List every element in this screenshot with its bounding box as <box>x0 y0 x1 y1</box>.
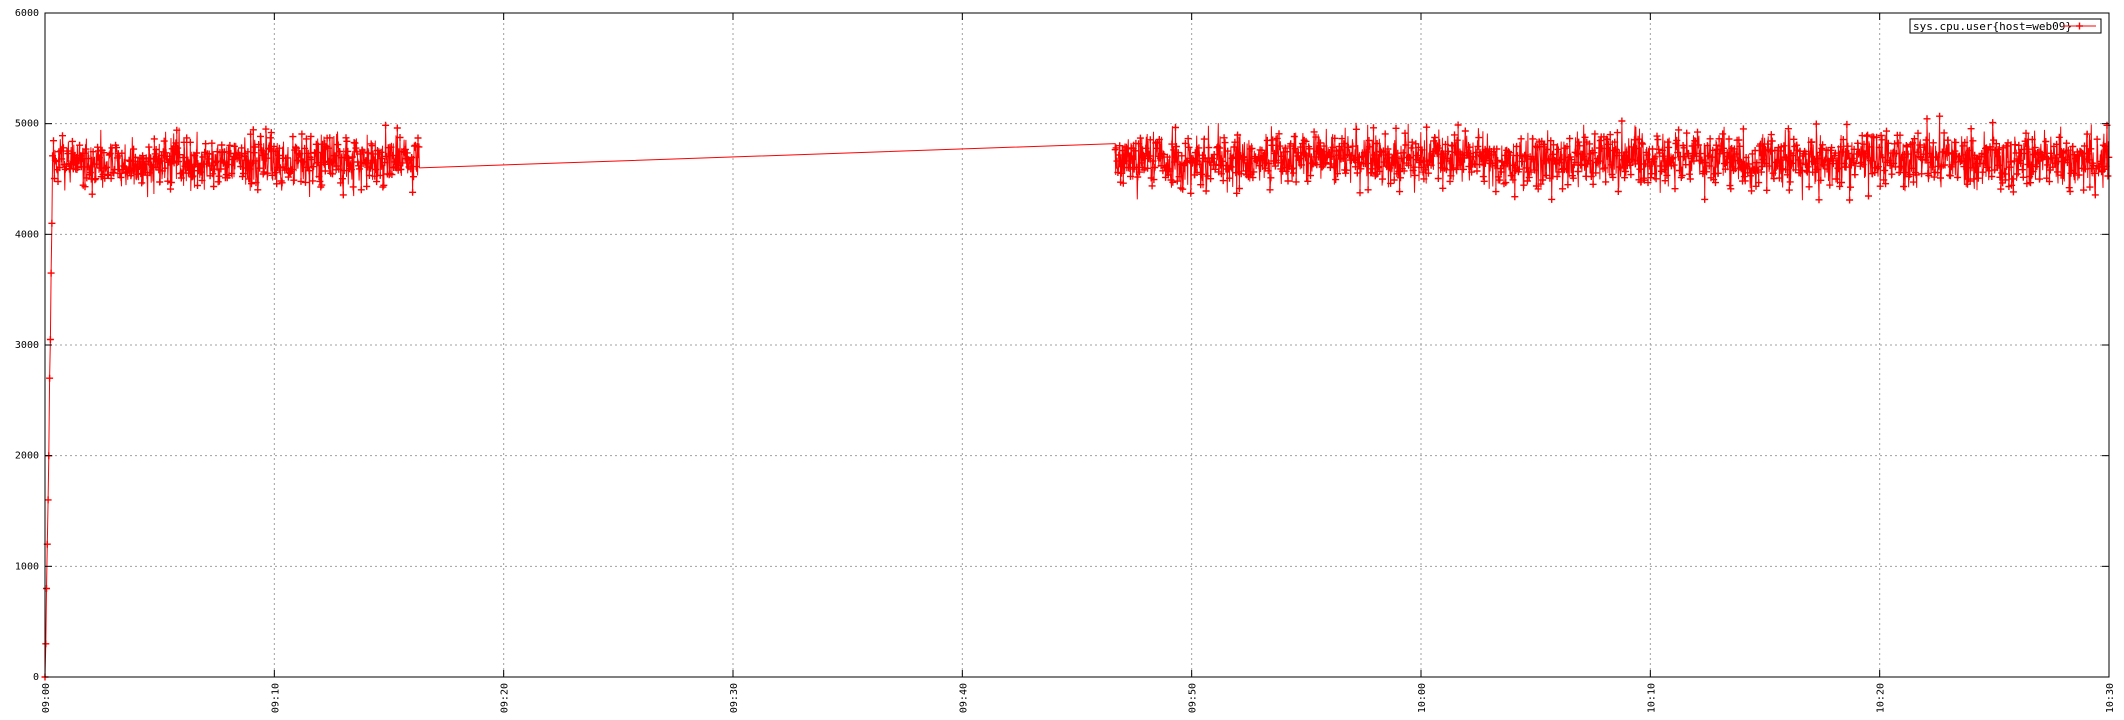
x-tick-label: 10:30 <box>2105 683 2116 713</box>
y-tick-label: 3000 <box>15 340 39 351</box>
grid <box>45 13 2109 677</box>
y-tick-label: 1000 <box>15 561 39 572</box>
x-tick-label: 09:00 <box>41 683 52 713</box>
x-tick-label: 10:00 <box>1417 683 1428 713</box>
x-tick-label: 10:20 <box>1876 683 1887 713</box>
x-tick-label: 10:10 <box>1646 683 1657 713</box>
axes: 0 1000 2000 3000 4000 5000 6000 09:00 09:10 09:20… <box>15 8 2116 713</box>
x-tick-label: 09:50 <box>1188 683 1199 713</box>
x-tick-label: 09:20 <box>500 683 511 713</box>
y-tick-label: 4000 <box>15 229 39 240</box>
x-tick-label: 09:40 <box>958 683 969 713</box>
legend-label: sys.cpu.user{host=web09} <box>1913 20 2072 33</box>
legend-box <box>1909 18 2102 34</box>
y-tick-label: 5000 <box>15 119 39 130</box>
y-tick-label: 6000 <box>15 8 39 19</box>
y-tick-label: 2000 <box>15 451 39 462</box>
x-tick-label: 09:10 <box>270 683 281 713</box>
y-tick-label: 0 <box>33 672 39 683</box>
legend: sys.cpu.user{host=web09} <box>1909 18 2102 34</box>
legend-marker-sample <box>2076 22 2083 30</box>
x-tick-label: 09:30 <box>729 683 740 713</box>
data-series <box>41 112 2113 681</box>
